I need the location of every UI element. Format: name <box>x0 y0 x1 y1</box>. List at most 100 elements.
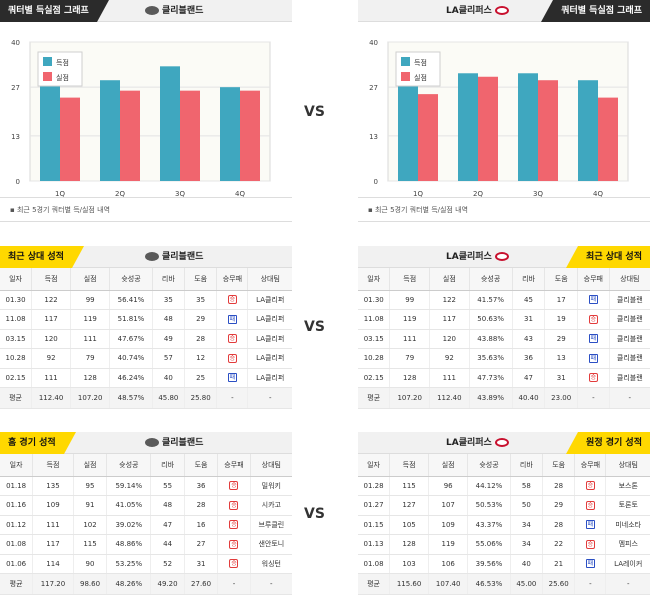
games-table-left: 일자 득점 실점 슛성공 리바 도움 승무패 상대팀 01.18 135 95 59.14% 55 36 승… <box>0 454 292 595</box>
bar-allowed <box>478 76 498 181</box>
cell-opponent: 밀워키 <box>250 476 292 496</box>
cell-fg-pct: 43.89% <box>469 387 513 409</box>
cell-rebounds: 47 <box>150 515 185 535</box>
result-badge: 패 <box>588 353 598 363</box>
recent-header-right: LA클리퍼스 최근 상대 성적 <box>358 246 650 268</box>
cell-opponent: 워싱턴 <box>250 554 292 574</box>
col-header-opponent: 상대팀 <box>609 268 650 291</box>
cell-rebounds: 49.20 <box>150 573 185 595</box>
cell-assists: 21 <box>542 554 576 574</box>
col-header-opponent: 상대팀 <box>247 268 292 291</box>
cell-date: 01.08 <box>358 554 391 574</box>
cell-rebounds: 58 <box>510 476 544 496</box>
result-badge: 승 <box>585 500 595 510</box>
cell-allowed: 99 <box>70 290 111 310</box>
y-tick-label: 27 <box>11 84 20 92</box>
y-tick-label: 27 <box>369 84 378 92</box>
cell-assists: 28 <box>184 495 219 516</box>
result-badge: 승 <box>588 373 598 383</box>
result-badge: 승 <box>229 481 239 491</box>
cell-fg-pct: 47.73% <box>469 368 513 388</box>
cell-result: 승 <box>574 476 607 496</box>
cell-result: 패 <box>577 290 610 310</box>
col-header-assists: 도움 <box>542 454 576 477</box>
table-row: 02.15 111 128 46.24% 40 25 패 LA클리퍼 <box>0 368 292 388</box>
cell-scored: 114 <box>32 554 74 574</box>
cell-allowed: 117 <box>429 309 470 330</box>
cell-rebounds: 40 <box>152 368 186 388</box>
cell-fg-pct: 50.53% <box>467 495 511 516</box>
cell-allowed: 102 <box>73 515 108 535</box>
cell-result: 패 <box>216 368 249 388</box>
cell-fg-pct: 41.57% <box>469 290 513 310</box>
cell-result: 패 <box>216 309 249 330</box>
legend-swatch <box>401 72 410 81</box>
vs-label-quarter: VS <box>304 104 325 120</box>
col-header-allowed: 실점 <box>428 454 469 477</box>
cell-result: - <box>216 387 249 409</box>
cell-rebounds: 45.80 <box>152 387 186 409</box>
cell-scored: 115 <box>389 476 430 496</box>
table-row: 01.30 99 122 41.57% 45 17 패 클리블랜 <box>358 290 650 310</box>
legend-label: 득점 <box>56 59 69 67</box>
table-row: 10.28 79 92 35.63% 36 13 패 클리블랜 <box>358 348 650 369</box>
x-tick-label: 3Q <box>175 190 185 198</box>
quarter-chart-right: 0 13 27 40 1Q 2Q 3Q 4Q 득점 실점 <box>358 22 650 198</box>
team-label-left: 클리블랜드 <box>142 246 203 268</box>
x-tick-label: 3Q <box>533 190 543 198</box>
table-row: 01.08 103 106 39.56% 40 21 패 LA레이커 <box>358 554 650 574</box>
cell-fg-pct: 39.56% <box>467 554 511 574</box>
result-badge: 승 <box>229 539 239 549</box>
cell-allowed: 92 <box>429 348 470 369</box>
cell-allowed: 119 <box>428 534 469 555</box>
cell-result: 승 <box>574 534 607 555</box>
y-tick-label: 40 <box>11 39 20 47</box>
cell-fg-pct: 43.37% <box>467 515 511 535</box>
cell-assists: 22 <box>542 534 576 555</box>
cell-rebounds: 48 <box>152 309 186 330</box>
cell-allowed: 107.40 <box>428 573 469 595</box>
cell-scored: 107.20 <box>389 387 431 409</box>
legend-swatch <box>401 57 410 66</box>
bar-scored <box>578 80 598 181</box>
cavaliers-logo-icon <box>145 252 159 261</box>
result-badge: 패 <box>585 520 595 530</box>
col-header-fg-pct: 슛성공 <box>109 268 153 291</box>
cell-result: - <box>217 573 251 595</box>
recent-title-right: 최근 상대 성적 <box>566 246 650 268</box>
col-header-date: 일자 <box>0 268 33 291</box>
vs-label-recent: VS <box>304 319 325 335</box>
col-header-date: 일자 <box>0 454 34 477</box>
y-tick-label: 40 <box>369 39 378 47</box>
cell-opponent: - <box>605 573 650 595</box>
cell-scored: 112.40 <box>31 387 72 409</box>
cell-date: 11.08 <box>358 309 391 330</box>
bar-allowed <box>538 80 558 181</box>
cell-date: 평균 <box>358 573 391 595</box>
cell-assists: 35 <box>184 290 218 310</box>
cell-rebounds: 44 <box>150 534 185 555</box>
recent-table-left: 일자 득점 실점 슛성공 리바 도움 승무패 상대팀 01.30 122 99 56.41% 35 35 승… <box>0 268 292 409</box>
cell-assists: 28 <box>542 515 576 535</box>
cell-date: 01.08 <box>0 534 34 555</box>
table-row: 01.16 109 91 41.05% 48 28 승 시카고 <box>0 495 292 516</box>
team-label-right: LA클리퍼스 <box>446 246 512 268</box>
col-header-rebounds: 리바 <box>152 268 186 291</box>
clippers-logo-icon <box>494 6 509 15</box>
x-tick-label: 1Q <box>413 190 423 198</box>
col-header-result: 승무패 <box>217 454 251 477</box>
games-title-right: 원정 경기 성적 <box>566 432 650 454</box>
table-row: 11.08 117 119 51.81% 48 29 패 LA클리퍼 <box>0 309 292 330</box>
cell-scored: 128 <box>389 368 431 388</box>
cell-fg-pct: 56.41% <box>109 290 153 310</box>
quarter-header-left: 쿼터별 득실점 그래프 클리블랜드 <box>0 0 292 22</box>
col-header-fg-pct: 슛성공 <box>106 454 152 477</box>
col-header-opponent: 상대팀 <box>250 454 292 477</box>
cell-scored: 135 <box>32 476 74 496</box>
col-header-allowed: 실점 <box>429 268 470 291</box>
result-badge: 패 <box>227 314 237 324</box>
legend-swatch <box>43 72 52 81</box>
cell-opponent: 토론토 <box>605 495 650 516</box>
col-header-assists: 도움 <box>544 268 579 291</box>
